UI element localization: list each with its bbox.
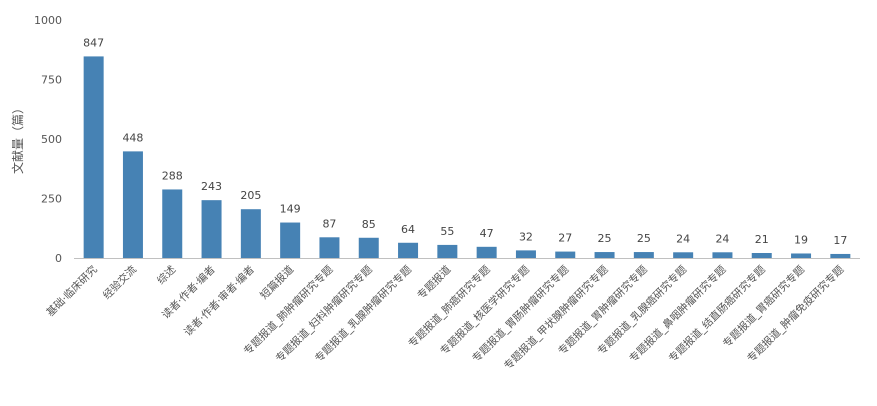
bar[interactable] [280, 222, 301, 258]
data-label: 47 [480, 227, 494, 240]
bar[interactable] [122, 151, 143, 258]
bar[interactable] [751, 253, 772, 258]
bar[interactable] [162, 189, 183, 258]
data-label: 25 [598, 232, 612, 245]
data-label: 85 [362, 218, 376, 231]
y-tick-label: 0 [55, 252, 62, 265]
bar[interactable] [515, 250, 536, 258]
data-label: 64 [401, 223, 415, 236]
bar[interactable] [594, 252, 615, 258]
y-axis-ticks: 0 250 500 750 1000 [34, 14, 62, 265]
bar[interactable] [712, 252, 733, 258]
bar[interactable] [358, 237, 379, 258]
y-tick-label: 1000 [34, 14, 62, 27]
data-label: 24 [715, 232, 729, 245]
x-tick-label: 综述 [154, 263, 178, 287]
bar[interactable] [830, 253, 851, 258]
data-label: 19 [794, 233, 808, 246]
data-label: 55 [440, 225, 454, 238]
bar[interactable] [240, 209, 261, 258]
data-label: 448 [122, 131, 143, 144]
data-labels: 847 448 288 243 205 149 87 85 64 55 47 32 27 25 25 24 24… [83, 36, 847, 247]
bar[interactable] [319, 237, 340, 258]
data-label: 27 [558, 232, 572, 245]
data-label: 205 [240, 189, 261, 202]
x-tick-label: 读者·作者·审者·编者 [181, 263, 257, 339]
data-label: 21 [755, 233, 769, 246]
bars [83, 56, 851, 258]
x-tick-label: 短篇报道 [257, 263, 296, 302]
bar[interactable] [673, 252, 694, 258]
bar[interactable] [633, 252, 654, 258]
data-label: 87 [322, 217, 336, 230]
bar[interactable] [791, 253, 812, 258]
bar[interactable] [476, 246, 497, 258]
data-label: 32 [519, 230, 533, 243]
bar[interactable] [437, 244, 458, 258]
x-tick-label: 经验交流 [100, 263, 139, 302]
y-tick-label: 500 [41, 133, 62, 146]
y-axis-label: 文献量（篇） [10, 102, 25, 174]
x-tick-label: 专题报道 [415, 263, 454, 302]
y-tick-label: 250 [41, 193, 62, 206]
data-label: 288 [162, 169, 183, 182]
data-label: 149 [280, 203, 301, 216]
bar[interactable] [83, 56, 104, 258]
bar[interactable] [398, 242, 419, 258]
data-label: 243 [201, 180, 222, 193]
y-tick-label: 750 [41, 74, 62, 87]
bar[interactable] [555, 251, 576, 258]
data-label: 24 [676, 232, 690, 245]
bar[interactable] [201, 200, 222, 258]
data-label: 17 [833, 234, 847, 247]
data-label: 25 [637, 232, 651, 245]
data-label: 847 [83, 36, 104, 49]
x-tick-label: 基础·临床研究 [44, 263, 100, 319]
